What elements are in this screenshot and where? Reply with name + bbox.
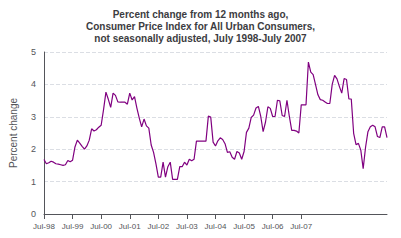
svg-text:3: 3 — [31, 112, 36, 122]
svg-text:Jul-99: Jul-99 — [62, 222, 84, 231]
svg-text:Jul-02: Jul-02 — [147, 222, 169, 231]
svg-text:Jul-05: Jul-05 — [233, 222, 255, 231]
svg-text:5: 5 — [31, 47, 36, 57]
svg-text:Jul-06: Jul-06 — [262, 222, 284, 231]
svg-text:Jul-03: Jul-03 — [176, 222, 198, 231]
svg-text:1: 1 — [31, 177, 36, 187]
svg-text:Jul-01: Jul-01 — [119, 222, 141, 231]
svg-text:Percent change: Percent change — [8, 98, 19, 168]
svg-text:4: 4 — [31, 79, 36, 89]
svg-text:not seasonally adjusted, July: not seasonally adjusted, July 1998-July … — [94, 33, 307, 44]
svg-text:2: 2 — [31, 144, 36, 154]
svg-text:Jul-00: Jul-00 — [90, 222, 112, 231]
svg-text:Jul-98: Jul-98 — [33, 222, 55, 231]
svg-text:Jul-07: Jul-07 — [290, 222, 312, 231]
svg-text:0: 0 — [31, 209, 36, 219]
svg-text:Jul-04: Jul-04 — [205, 222, 227, 231]
svg-text:Consumer Price Index for All U: Consumer Price Index for All Urban Consu… — [86, 21, 315, 32]
svg-text:Percent change from 12 months: Percent change from 12 months ago, — [113, 9, 289, 20]
